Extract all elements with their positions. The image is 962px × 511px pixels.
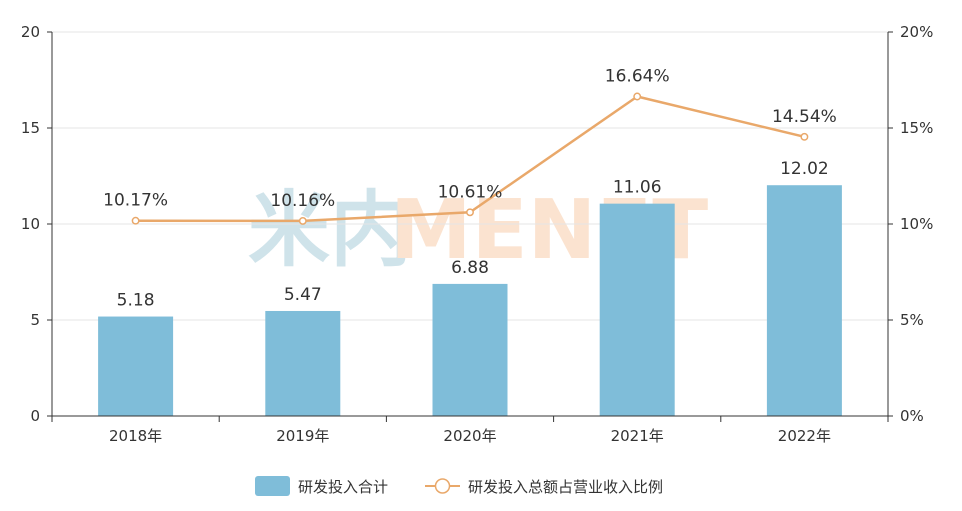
line-value-label: 10.61%: [438, 182, 503, 202]
watermark-cn: 米内: [248, 183, 412, 278]
line-point: [800, 132, 809, 141]
bar: [766, 185, 842, 416]
bar: [432, 283, 508, 416]
legend: 研发投入合计 研发投入总额占营业收入比例: [255, 476, 663, 496]
x-tick-label: 2019年: [276, 427, 329, 445]
line-value-label: 16.64%: [605, 67, 670, 87]
line-point: [298, 216, 307, 225]
bar: [98, 316, 174, 416]
line-value-label: 10.16%: [270, 191, 335, 211]
line-point: [131, 216, 140, 225]
axes: 0 5 10 15 20 0% 5% 10% 15% 20% 2018年 2019年 2020年 2021…: [21, 23, 933, 445]
line-point: [466, 208, 474, 217]
y-right-tick-label: 5%: [900, 311, 924, 329]
x-tick-label: 2020年: [443, 427, 496, 445]
bar-value-label: 12.02: [780, 159, 829, 179]
y-left-tick-label: 15: [21, 119, 40, 137]
data-labels: 5.18 5.47 6.88 11.06 12.02 10.17% 10.16% 10.61%…: [103, 67, 837, 311]
line-value-label: 14.54%: [772, 107, 837, 127]
legend-line-label: 研发投入总额占营业收入比例: [468, 478, 663, 496]
bar-value-label: 5.18: [117, 291, 155, 311]
y-right-tick-label: 10%: [900, 215, 933, 233]
x-tick-label: 2018年: [109, 427, 162, 445]
line-value-label: 10.17%: [103, 191, 168, 211]
y-left-tick-label: 0: [30, 407, 40, 425]
y-right-tick-label: 15%: [900, 119, 933, 137]
bar: [265, 310, 341, 416]
legend-line-marker: [434, 478, 451, 494]
bar: [599, 203, 675, 416]
y-left-tick-label: 5: [30, 311, 40, 329]
bar-series: [98, 185, 842, 416]
bar-value-label: 6.88: [451, 258, 489, 278]
legend-bar-swatch: [255, 476, 290, 496]
x-tick-label: 2021年: [611, 427, 664, 445]
bar-value-label: 11.06: [613, 178, 662, 198]
legend-bar-label: 研发投入合计: [298, 478, 388, 496]
line-point: [633, 92, 642, 101]
y-left-tick-label: 10: [21, 215, 40, 233]
x-tick-label: 2022年: [778, 427, 831, 445]
bar-value-label: 5.47: [284, 285, 322, 305]
y-right-tick-label: 20%: [900, 23, 933, 41]
line-series: [131, 92, 809, 225]
y-left-tick-label: 20: [21, 23, 40, 41]
y-right-tick-label: 0%: [900, 407, 924, 425]
